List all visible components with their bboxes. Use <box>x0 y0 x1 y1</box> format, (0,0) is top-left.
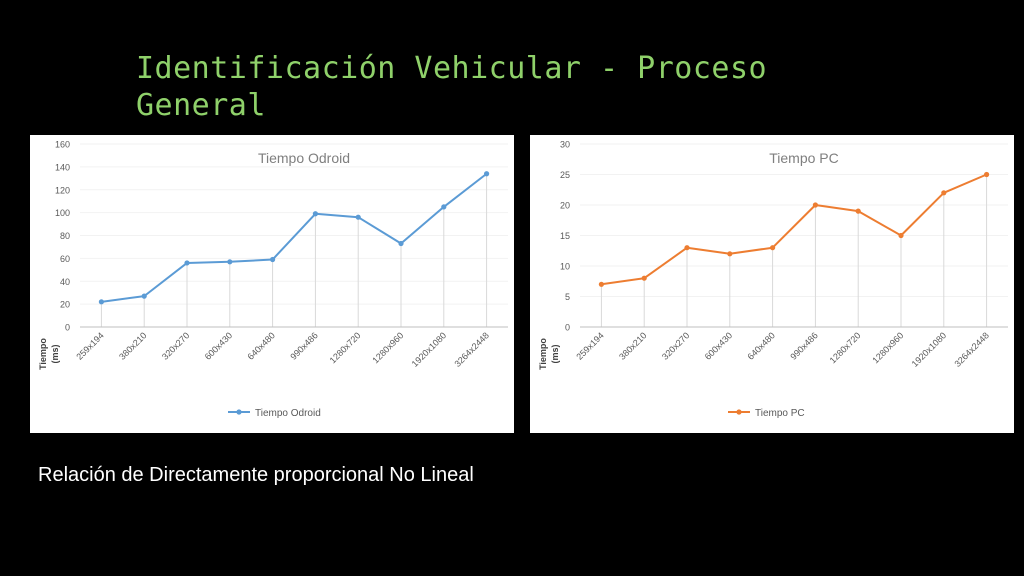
chart-1-ytick-label: 15 <box>560 231 570 241</box>
chart-0-data-point <box>184 260 190 266</box>
slide-title: Identificación Vehicular - Proceso Gener… <box>136 51 768 123</box>
chart-1-xtick-label: 1280x720 <box>828 330 863 365</box>
chart-1-xtick-label: 1920x1080 <box>910 330 949 369</box>
chart-0-ytick-label: 80 <box>60 231 70 241</box>
chart-1-legend-marker <box>736 409 742 415</box>
chart-0-xtick-label: 320x270 <box>160 330 191 361</box>
chart-0-data-point <box>312 211 318 217</box>
chart-1-data-point <box>984 171 990 178</box>
chart-0-ylabel-line1: Tiempo <box>38 338 48 370</box>
chart-1-series-line <box>601 173 987 286</box>
chart-0-legend-label: Tiempo Odroid <box>255 408 321 419</box>
chart-1-ytick-label: 0 <box>565 323 570 333</box>
chart-1-data-point <box>641 275 647 281</box>
chart-1-ytick-label: 25 <box>560 170 570 180</box>
chart-0-ytick-label: 40 <box>60 277 70 287</box>
chart-0-xtick-label: 1280x720 <box>328 330 363 365</box>
chart-pc-svg: 0 5 10 15 20 25 30 259x194 380x210 320x270 600x430… <box>538 140 1008 419</box>
chart-0-data-point <box>227 259 233 265</box>
chart-0-data-point <box>355 214 361 220</box>
chart-1-data-point <box>770 245 776 251</box>
chart-1-legend-label: Tiempo PC <box>755 408 805 419</box>
chart-0-data-point <box>98 299 104 305</box>
chart-1-data-point <box>898 232 904 239</box>
chart-1-xtick-label: 320x270 <box>660 330 691 361</box>
chart-1-data-point <box>727 251 733 257</box>
chart-0-xtick-label: 1280x960 <box>370 330 405 365</box>
chart-0-title: Tiempo Odroid <box>258 150 350 166</box>
chart-0-data-point <box>441 204 447 210</box>
chart-0-xtick-label: 600x430 <box>203 330 234 361</box>
chart-0-series-line <box>101 172 488 303</box>
chart-0-legend-marker <box>236 409 242 415</box>
chart-1-ytick-label: 5 <box>565 292 570 302</box>
chart-1-xtick-label: 3264x2448 <box>952 330 991 369</box>
chart-0-data-point <box>141 293 147 299</box>
chart-0-xtick-label: 990x486 <box>288 330 319 361</box>
chart-1-xtick-label: 600x430 <box>703 330 734 361</box>
chart-0-xtick-label: 1920x1080 <box>410 330 449 369</box>
chart-0-ytick-label: 160 <box>55 140 70 150</box>
chart-1-xtick-label: 259x194 <box>574 330 605 361</box>
chart-0-ylabel-line2: (ms) <box>50 344 60 363</box>
chart-odroid: 0 20 40 60 80 100 120 140 160 259x194 380x210 320x2… <box>30 135 514 433</box>
slide-caption: Relación de Directamente proporcional No… <box>38 464 474 486</box>
chart-0-ytick-label: 0 <box>65 323 70 333</box>
chart-1-ytick-label: 10 <box>560 262 570 272</box>
chart-pc: 0 5 10 15 20 25 30 259x194 380x210 320x270 600x430… <box>530 135 1014 433</box>
chart-1-ylabel-line1: Tiempo <box>538 338 548 370</box>
chart-0-xtick-label: 259x194 <box>74 330 105 361</box>
chart-1-xtick-label: 640x480 <box>746 330 777 361</box>
chart-1-xtick-label: 990x486 <box>788 330 819 361</box>
chart-1-data-point <box>812 202 818 208</box>
chart-1-xtick-label: 1280x960 <box>870 330 905 365</box>
chart-1-ytick-label: 20 <box>560 201 570 211</box>
chart-1-data-point <box>941 190 947 196</box>
chart-0-ytick-label: 140 <box>55 162 70 172</box>
chart-0-data-point <box>484 171 490 177</box>
chart-0-ytick-label: 20 <box>60 300 70 310</box>
chart-1-data-point <box>855 208 861 214</box>
chart-1-data-point <box>598 281 604 287</box>
chart-0-xtick-label: 640x480 <box>246 330 277 361</box>
chart-1-xtick-label: 380x210 <box>617 330 648 361</box>
chart-0-xtick-label: 3264x2448 <box>452 330 491 369</box>
chart-0-ytick-label: 60 <box>60 254 70 264</box>
chart-1-ytick-label: 30 <box>560 140 570 150</box>
chart-0-data-point <box>398 240 404 247</box>
chart-0-data-point <box>270 256 276 263</box>
chart-0-xtick-label: 380x210 <box>117 330 148 361</box>
chart-1-data-point <box>684 245 690 251</box>
chart-1-ylabel-line2: (ms) <box>550 344 560 363</box>
chart-0-ytick-label: 100 <box>55 208 70 218</box>
chart-1-title: Tiempo PC <box>769 150 839 166</box>
chart-0-ytick-label: 120 <box>55 185 70 195</box>
chart-odroid-svg: 0 20 40 60 80 100 120 140 160 259x194 380x210 320x2… <box>38 140 508 419</box>
